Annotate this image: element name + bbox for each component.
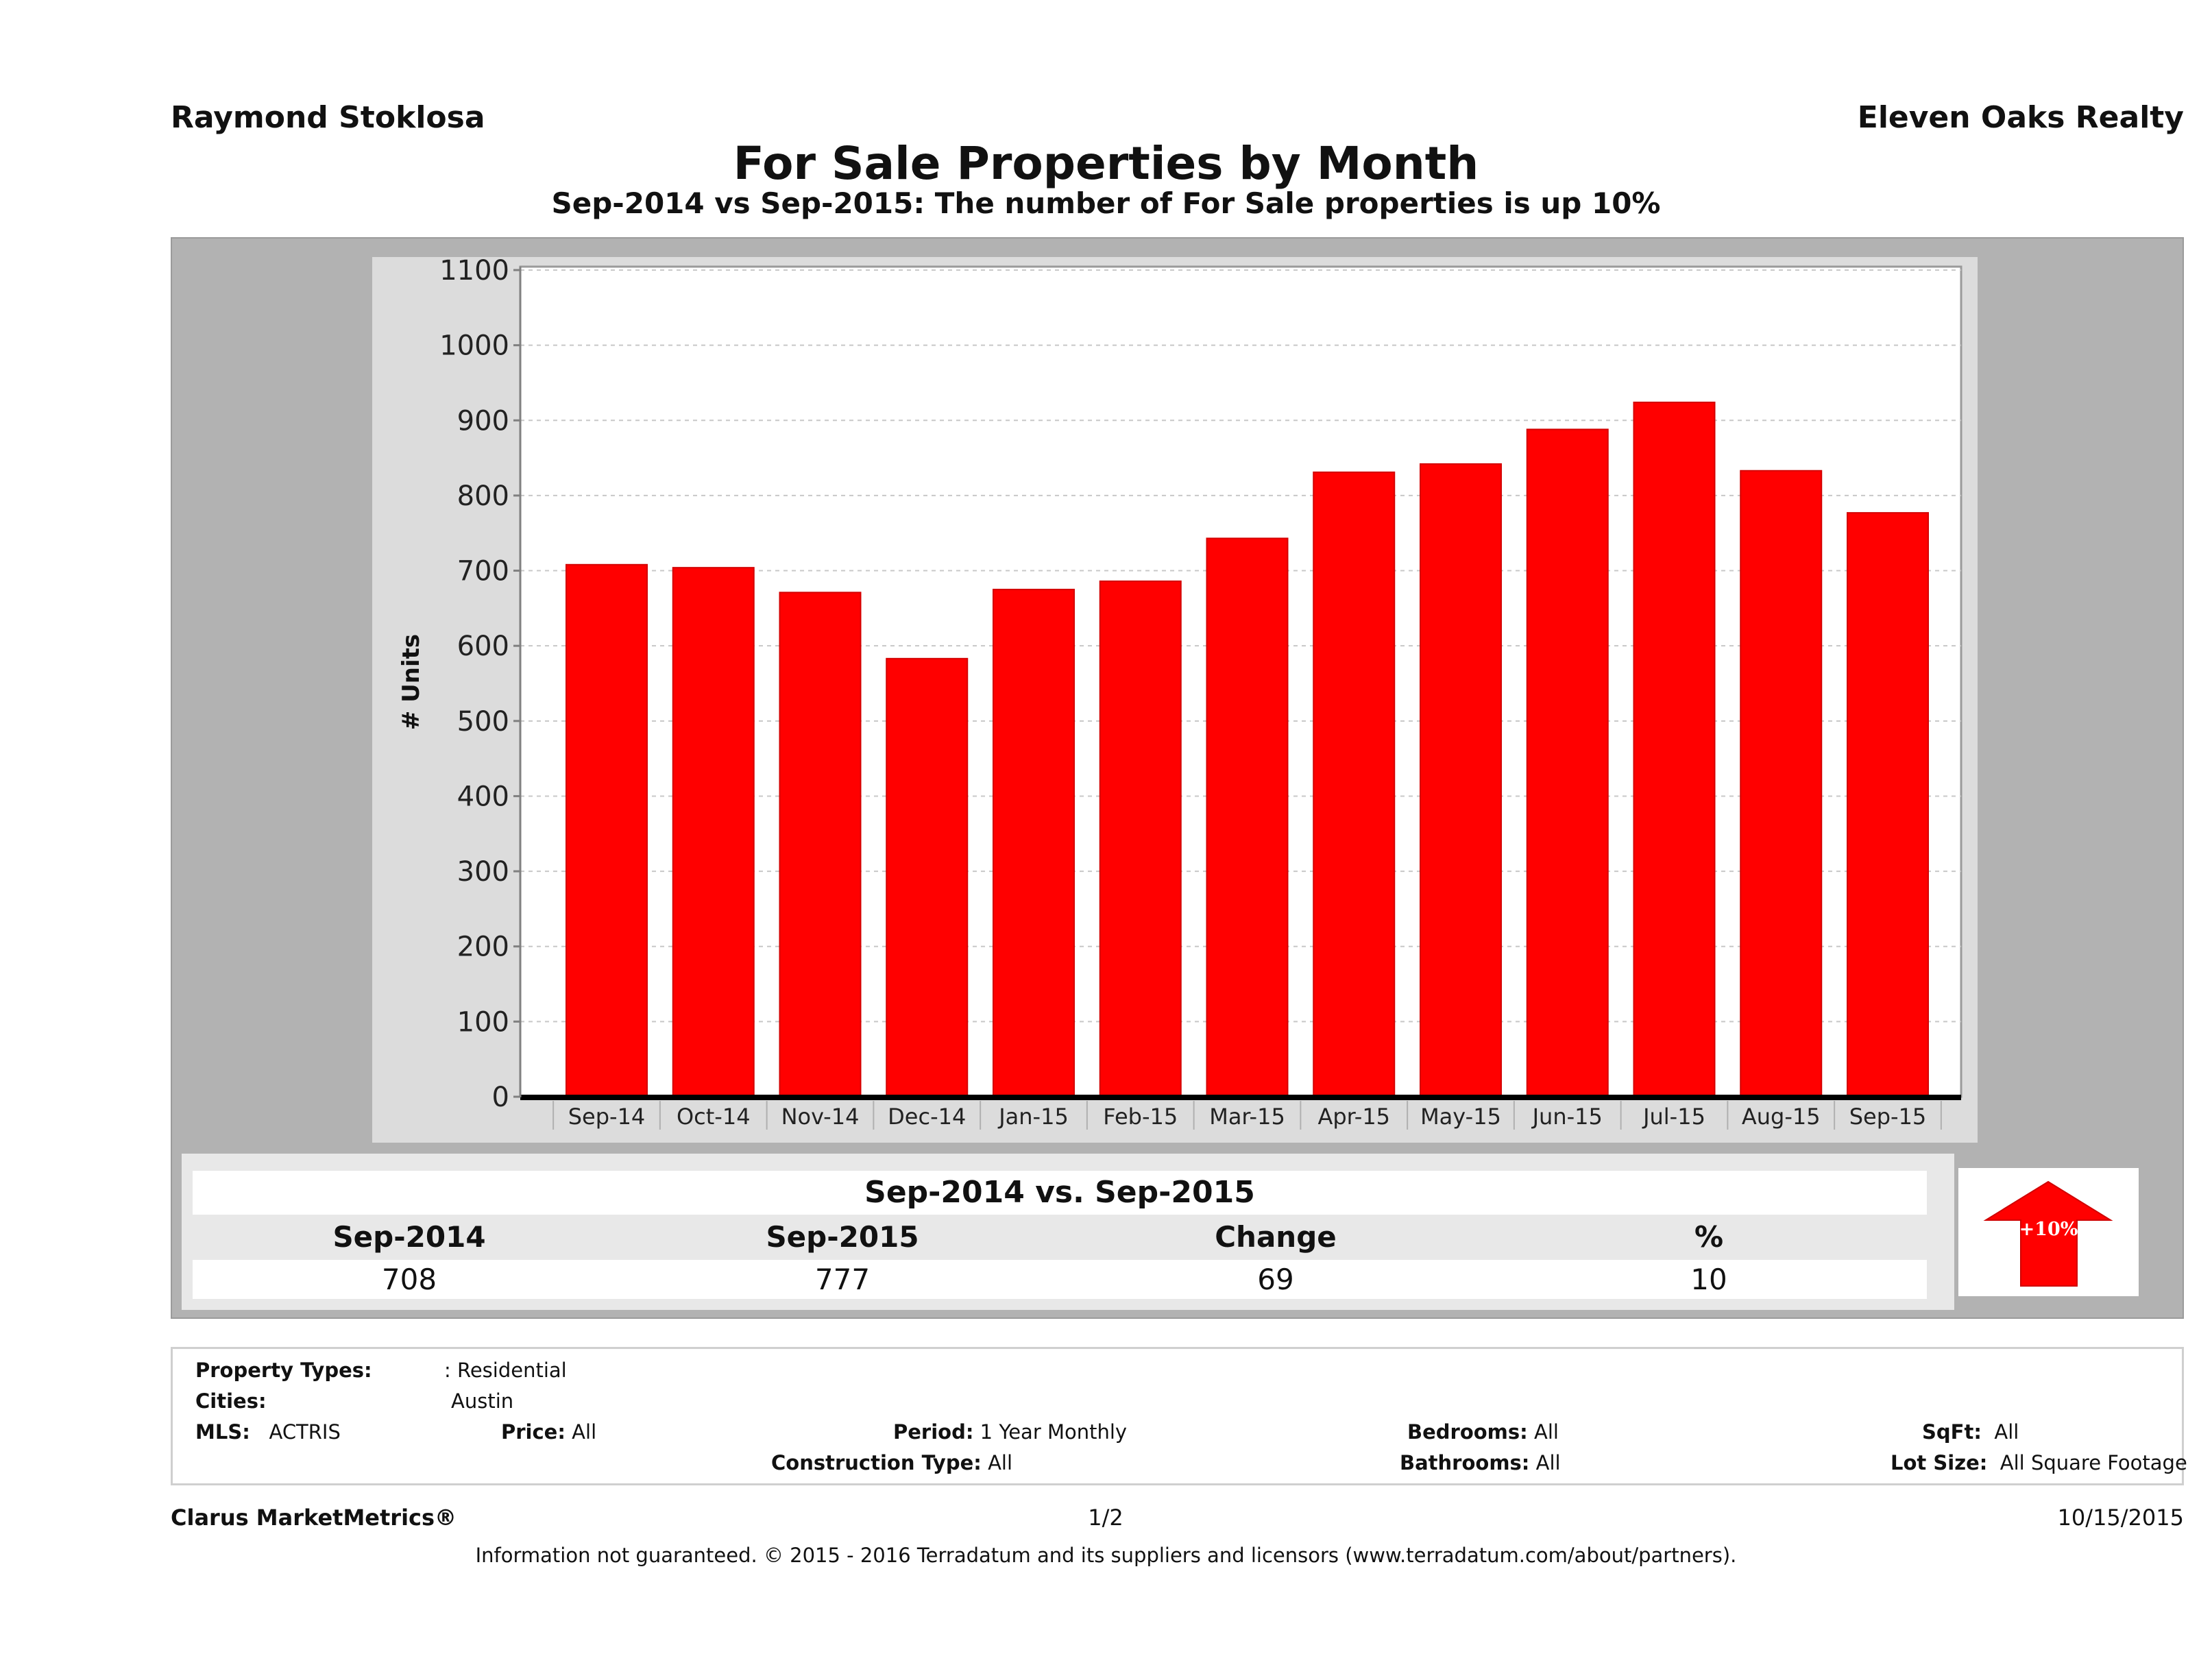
agent-name: Raymond Stoklosa bbox=[171, 100, 485, 135]
header-sep-2014: Sep-2014 bbox=[332, 1220, 486, 1254]
header-percent: % bbox=[1694, 1220, 1724, 1254]
report-subtitle: Sep-2014 vs Sep-2015: The number of For … bbox=[551, 186, 1661, 220]
value-sep-2014: 708 bbox=[381, 1263, 437, 1296]
comparison-title: Sep-2014 vs. Sep-2015 bbox=[193, 1171, 1927, 1215]
criteria-bathrooms: Bathrooms: All bbox=[1400, 1451, 1561, 1474]
comparison-value-row: 708 777 69 10 bbox=[193, 1260, 1927, 1299]
report-date: 10/15/2015 bbox=[2057, 1505, 2184, 1531]
footer-brand: Clarus MarketMetrics® bbox=[171, 1505, 457, 1531]
comparison-header-row: Sep-2014 Sep-2015 Change % bbox=[193, 1215, 1927, 1260]
criteria-property-types-value: : Residential bbox=[444, 1359, 567, 1382]
value-change: 69 bbox=[1257, 1263, 1294, 1296]
criteria-bedrooms: Bedrooms: All bbox=[1407, 1420, 1559, 1444]
criteria-box bbox=[171, 1347, 2184, 1485]
criteria-period: Period: 1 Year Monthly bbox=[893, 1420, 1128, 1444]
criteria-construction-type: Construction Type: All bbox=[771, 1451, 1013, 1474]
disclaimer: Information not guaranteed. © 2015 - 201… bbox=[475, 1544, 1737, 1567]
criteria-mls: MLS: ACTRIS bbox=[195, 1420, 341, 1444]
criteria-sqft: SqFt: All bbox=[1922, 1420, 2019, 1444]
chart-panel bbox=[372, 257, 1978, 1143]
header-sep-2015: Sep-2015 bbox=[766, 1220, 919, 1254]
company-name: Eleven Oaks Realty bbox=[1857, 100, 2184, 135]
change-indicator-label: +10% bbox=[2019, 1219, 2078, 1240]
value-percent: 10 bbox=[1690, 1263, 1727, 1296]
criteria-cities-label: Cities: bbox=[195, 1389, 267, 1413]
criteria-cities-value: Austin bbox=[451, 1389, 514, 1413]
up-arrow-icon bbox=[1983, 1180, 2113, 1287]
report-title: For Sale Properties by Month bbox=[733, 137, 1479, 190]
header-change: Change bbox=[1215, 1220, 1337, 1254]
criteria-property-types-label: Property Types: bbox=[195, 1359, 372, 1382]
value-sep-2015: 777 bbox=[814, 1263, 871, 1296]
change-indicator-box bbox=[1958, 1168, 2139, 1296]
page-number: 1/2 bbox=[1088, 1505, 1123, 1531]
criteria-lot-size: Lot Size: All Square Footage bbox=[1891, 1451, 2187, 1474]
criteria-price: Price: All bbox=[501, 1420, 597, 1444]
